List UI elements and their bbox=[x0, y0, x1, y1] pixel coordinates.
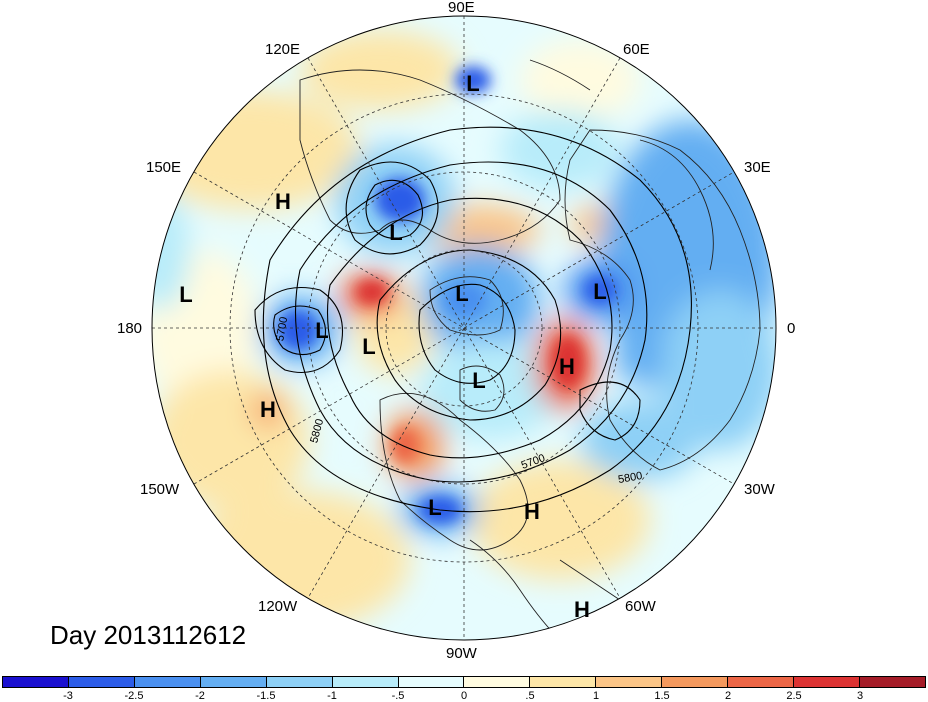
high-pressure-marker: H bbox=[574, 597, 590, 622]
colorbar-box bbox=[728, 677, 795, 687]
colorbar-tick-label: -1 bbox=[327, 690, 337, 702]
colorbar-box bbox=[134, 677, 201, 687]
colorbar-tick-label: 2.5 bbox=[786, 690, 802, 702]
longitude-label: 90W bbox=[446, 645, 477, 662]
low-pressure-marker: L bbox=[315, 318, 329, 343]
longitude-label: 60E bbox=[623, 41, 650, 58]
colorbar-box bbox=[859, 677, 925, 687]
longitude-label: 120W bbox=[258, 598, 298, 615]
longitude-label: 30E bbox=[744, 159, 771, 176]
colorbar-tick-label: 1 bbox=[592, 690, 600, 702]
colorbar-tick-label: .5 bbox=[525, 690, 535, 702]
high-pressure-marker: H bbox=[275, 189, 291, 214]
longitude-label: 150E bbox=[146, 159, 182, 176]
colorbar-tick-label: 2 bbox=[724, 690, 732, 702]
low-pressure-marker: L bbox=[428, 495, 442, 520]
colorbar-box bbox=[266, 677, 333, 687]
low-pressure-marker: L bbox=[362, 334, 376, 359]
colorbar-box bbox=[398, 677, 465, 687]
colorbar-tick-label: -1.5 bbox=[256, 690, 276, 702]
longitude-label: 180 bbox=[117, 320, 143, 337]
colorbar bbox=[2, 676, 926, 688]
colorbar-tick-label: -.5 bbox=[391, 690, 405, 702]
colorbar-tick-label: -2.5 bbox=[124, 690, 144, 702]
low-pressure-marker: L bbox=[472, 368, 486, 393]
low-pressure-marker: L bbox=[455, 281, 469, 306]
anomaly-field bbox=[152, 16, 776, 640]
low-pressure-marker: L bbox=[466, 71, 480, 96]
colorbar-tick-label: -2 bbox=[195, 690, 205, 702]
high-pressure-marker: H bbox=[260, 397, 276, 422]
high-pressure-marker: H bbox=[559, 354, 575, 379]
colorbar-box bbox=[530, 677, 597, 687]
high-pressure-marker: H bbox=[524, 499, 540, 524]
colorbar-box bbox=[200, 677, 267, 687]
colorbar-box bbox=[464, 677, 531, 687]
low-pressure-marker: L bbox=[179, 282, 193, 307]
colorbar-box bbox=[794, 677, 860, 687]
colorbar-tick-label: 0 bbox=[460, 690, 468, 702]
map-boundary bbox=[151, 15, 777, 641]
colorbar-tick-label: -3 bbox=[63, 690, 73, 702]
low-pressure-marker: L bbox=[593, 279, 607, 304]
day-label: Day 2013112612 bbox=[50, 620, 247, 650]
colorbar-box bbox=[68, 677, 135, 687]
graticule bbox=[152, 16, 776, 640]
longitude-label: 150W bbox=[140, 481, 180, 498]
low-pressure-marker: L bbox=[389, 220, 403, 245]
longitude-label: 30W bbox=[744, 481, 775, 498]
longitude-label: 90E bbox=[448, 0, 475, 16]
colorbar-box bbox=[3, 677, 69, 687]
colorbar-box bbox=[596, 677, 663, 687]
longitude-label: 120E bbox=[265, 41, 301, 58]
colorbar-box bbox=[332, 677, 399, 687]
longitude-label: 60W bbox=[625, 598, 656, 615]
longitude-label: 0 bbox=[787, 320, 796, 337]
colorbar-tick-label: 1.5 bbox=[654, 690, 670, 702]
colorbar-tick-label: 3 bbox=[856, 690, 864, 702]
colorbar-box bbox=[662, 677, 729, 687]
